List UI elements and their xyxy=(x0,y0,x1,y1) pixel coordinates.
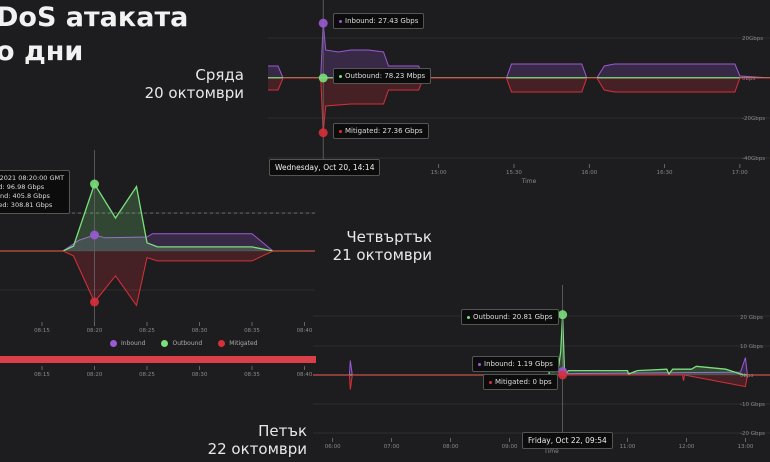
chart2-lower-x-tick-label: 08:30 xyxy=(192,372,208,378)
chart2-outbound-line xyxy=(0,182,315,252)
chart3-mitigated-line xyxy=(313,374,770,390)
chart3-x-tick-label: 07:00 xyxy=(384,444,400,450)
chart2-x-tick-label: 08:40 xyxy=(297,328,313,334)
tooltip-inbound: Inbound: 96.98 Gbps xyxy=(0,183,45,191)
legend-item-mitigated[interactable]: Mitigated xyxy=(218,340,257,347)
chart2-x-tick-label: 08:15 xyxy=(34,328,50,334)
chart2-legend: Inbound Outbound Mitigated xyxy=(110,340,257,347)
chart1-outbound-marker xyxy=(318,73,328,83)
chart2-mitigated-area xyxy=(0,251,315,306)
chart2-outbound-marker xyxy=(90,179,99,189)
chart1-tooltip-outbound: Outbound: 78.23 Mbps xyxy=(333,68,432,84)
chart1-tooltip-mitigated: Mitigated: 27.36 Gbps xyxy=(333,123,429,139)
chart1-y-tick-label: -40Gbps xyxy=(742,156,765,162)
chart3-x-tick-label: 09:00 xyxy=(502,444,518,450)
chart3-outbound-marker xyxy=(558,310,568,320)
chart1-x-tick-label: 15:00 xyxy=(431,170,447,176)
mitigated-swatch xyxy=(218,340,226,347)
chart3-x-tick-label: 12:00 xyxy=(679,444,695,450)
chart2-lower-x-tick-label: 08:25 xyxy=(139,372,155,378)
chart3-y-tick-label: -20 Gbps xyxy=(740,431,765,437)
legend-item-inbound[interactable]: Inbound xyxy=(110,340,145,347)
chart3-y-tick-label: 20 Gbps xyxy=(740,315,763,321)
tooltip-time: 21 Oct 2021 08:20:00 GMT xyxy=(0,174,65,182)
day-date: 21 октомври xyxy=(332,246,432,264)
tooltip-outbound: Outbound: 405.8 Gbps xyxy=(0,192,50,200)
chart1-x-tick-label: 16:00 xyxy=(581,170,597,176)
chart3-x-tick-label: 13:00 xyxy=(738,444,754,450)
chart1-x-tick-label: 15:30 xyxy=(506,170,522,176)
slide-title-line1: DoS атаката xyxy=(0,2,189,33)
day-label-thursday: Четвъртък 21 октомври xyxy=(333,228,432,264)
chart3-y-tick-label: -10 Gbps xyxy=(740,402,765,408)
chart2-x-tick-label: 08:25 xyxy=(139,328,155,334)
chart1-x-tick-label: 16:30 xyxy=(657,170,673,176)
chart1-y-tick-label: -20Gbps xyxy=(742,116,765,122)
day-weekday: Петък xyxy=(258,422,307,440)
day-date: 20 октомври xyxy=(144,84,244,102)
inbound-swatch xyxy=(110,340,117,347)
chart3-mitigated-marker xyxy=(558,370,568,380)
chart3-tooltip-outbound: Outbound: 20.81 Gbps xyxy=(461,309,559,325)
tooltip-text: Inbound: 27.43 Gbps xyxy=(345,17,419,25)
chart2-outbound-area xyxy=(0,184,315,251)
day-weekday: Четвъртък xyxy=(346,228,432,246)
legend-label: Inbound xyxy=(121,340,146,347)
chart2-x-tick-label: 08:30 xyxy=(192,328,208,334)
chart3-tooltip-mitigated: Mitigated: 0 bps xyxy=(483,374,558,390)
chart1-x-tick-label: 17:00 xyxy=(732,170,748,176)
chart3-x-tick-label: 11:00 xyxy=(620,444,636,450)
slide-title-line2: о дни xyxy=(0,36,84,67)
tooltip-text: Outbound: 78.23 Mbps xyxy=(345,72,426,80)
chart3-x-tick-label: 06:00 xyxy=(325,444,341,450)
chart1-tooltip-time: Wednesday, Oct 20, 14:14 xyxy=(269,159,381,176)
legend-label: Outbound xyxy=(172,340,203,347)
chart2-range-selector[interactable] xyxy=(0,356,316,363)
day-date: 22 октомври xyxy=(207,440,307,458)
chart1-inbound-line xyxy=(268,23,770,79)
chart1-tooltip-inbound: Inbound: 27.43 Gbps xyxy=(333,13,425,29)
chart2-lower-x-tick-label: 08:15 xyxy=(34,372,50,378)
day-label-friday: Петък 22 октомври xyxy=(208,422,307,458)
chart2-x-tick-label: 08:20 xyxy=(87,328,103,334)
legend-item-outbound[interactable]: Outbound xyxy=(161,340,202,347)
chart2-tooltip: 21 Oct 2021 08:20:00 GMT Inbound: 96.98 … xyxy=(0,170,71,214)
day-label-wednesday: Сряда 20 октомври xyxy=(145,66,244,102)
tooltip-text: Mitigated: 27.36 Gbps xyxy=(345,127,423,135)
chart1-inbound-marker xyxy=(318,18,328,28)
chart2-mitigated-line xyxy=(0,250,315,307)
chart2-lower-x-tick-label: 08:35 xyxy=(244,372,260,378)
chart3-x-axis-label: Time xyxy=(543,448,559,455)
chart2-x-tick-label: 08:35 xyxy=(244,328,260,334)
day-weekday: Сряда xyxy=(195,66,244,84)
chart1-x-axis-label: Time xyxy=(521,178,537,185)
chart3-y-tick-label: 10 Gbps xyxy=(740,344,763,350)
chart3-tooltip-inbound: Inbound: 1.19 Gbps xyxy=(472,356,559,372)
chart2-lower-x-tick-label: 08:20 xyxy=(87,372,103,378)
chart3-mitigated-area xyxy=(313,375,770,390)
chart3-tooltip-time: Friday, Oct 22, 09:54 xyxy=(522,432,613,449)
chart3-inbound-area xyxy=(313,357,770,375)
chart2-inbound-line xyxy=(0,233,315,252)
tooltip-text: Mitigated: 0 bps xyxy=(495,378,552,386)
tooltip-text: Inbound: 1.19 Gbps xyxy=(484,360,553,368)
outbound-swatch xyxy=(161,340,169,347)
chart2-inbound-marker xyxy=(90,230,99,240)
tooltip-mitigated: Mitigated: 308.81 Gbps xyxy=(0,201,53,209)
chart3-x-tick-label: 08:00 xyxy=(443,444,459,450)
chart1-y-tick-label: 0bps xyxy=(742,76,755,82)
chart1-y-tick-label: 20Gbps xyxy=(742,36,763,42)
chart2-lower-x-tick-label: 08:40 xyxy=(297,372,313,378)
legend-label: Mitigated xyxy=(229,340,258,347)
chart1-mitigated-marker xyxy=(318,128,328,138)
tooltip-text: Outbound: 20.81 Gbps xyxy=(473,313,553,321)
chart2-mitigated-marker xyxy=(90,297,99,307)
